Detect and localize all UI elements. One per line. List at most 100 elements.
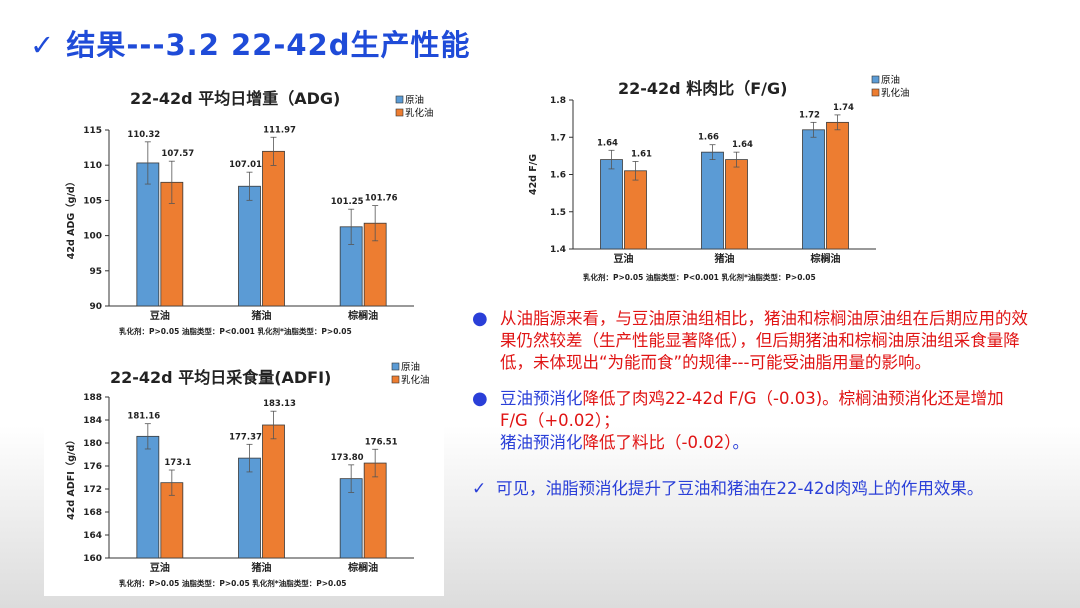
bar [725, 159, 748, 250]
legend-label: 原油 [405, 94, 424, 106]
data-label: 183.13 [263, 399, 296, 409]
data-label: 1.61 [631, 149, 652, 159]
category-label: 猪油 [714, 252, 735, 265]
category-label: 猪油 [251, 561, 272, 574]
chart-title: 22-42d 平均日采食量(ADFI) [110, 368, 331, 387]
chart-title: 22-42d 平均日增重（ADG) [130, 89, 340, 108]
finding-emulsified: ● 豆油预消化降低了肉鸡22-42d F/G（-0.03)。棕榈油预消化还是增加… [470, 388, 1030, 454]
adfi-chart-panel: 22-42d 平均日采食量(ADFI) 原油 乳化油 160 164 168 172 176 1… [44, 351, 444, 596]
finding-oil-source: ● 从油脂源来看，与豆油原油组相比，猪油和棕榈油原油组在后期应用的效果仍然较差（… [470, 308, 1030, 374]
category-label: 棕榈油 [347, 309, 378, 322]
legend-swatch [391, 375, 400, 384]
y-tick-label: 1.5 [550, 208, 566, 218]
conclusion-text: 可见，油脂预消化提升了豆油和猪油在22-42d肉鸡上的作用效果。 [496, 479, 984, 498]
legend-swatch [391, 362, 400, 371]
bar [701, 151, 724, 250]
legend-label: 原油 [881, 74, 900, 86]
palm-fg-text: 增加F/G（+0.02）； [500, 389, 1004, 430]
y-tick-label: 188 [83, 393, 102, 403]
bar [238, 185, 261, 307]
period-mark: 。 [732, 433, 749, 452]
legend-label: 乳化油 [881, 87, 910, 99]
bullet-dot-icon: ● [472, 308, 488, 329]
bar [238, 457, 261, 559]
category-label: 豆油 [150, 309, 170, 322]
bar [363, 462, 387, 559]
chart-title: 22-42d 料肉比（F/G) [618, 79, 787, 98]
data-label: 176.51 [365, 437, 398, 447]
legend-swatch [871, 88, 880, 97]
y-tick-label: 164 [83, 531, 102, 541]
y-tick-label: 105 [83, 196, 102, 206]
bar [826, 121, 849, 250]
data-label: 1.64 [597, 138, 618, 148]
bar [136, 435, 160, 559]
legend-label: 乳化油 [405, 107, 434, 119]
bar [262, 424, 285, 559]
lard-predigest-label: 猪油预消化 [500, 433, 583, 452]
lard-fg-text: 降低了料比（-0.02） [582, 433, 733, 452]
y-tick-label: 115 [83, 126, 102, 136]
y-axis-label: 42d ADFI（g/d） [65, 435, 77, 520]
y-tick-label: 1.6 [550, 171, 566, 181]
check-icon: ✓ [472, 479, 487, 499]
bar [600, 159, 623, 250]
significance-footnote: 乳化剂：P>0.05 油脂类型：P<0.001 乳化剂*油脂类型：P>0.05 [583, 272, 816, 282]
y-tick-label: 110 [83, 161, 102, 171]
y-tick-label: 95 [89, 267, 102, 277]
data-label: 173.80 [331, 453, 364, 463]
finding-oil-source-text: 从油脂源来看，与豆油原油组相比，猪油和棕榈油原油组在后期应用的效果仍然较差（生产… [500, 309, 1028, 372]
conclusion: ✓ 可见，油脂预消化提升了豆油和猪油在22-42d肉鸡上的作用效果。 [470, 478, 1030, 500]
significance-footnote: 乳化剂：P>0.05 油脂类型：P<0.001 乳化剂*油脂类型：P>0.05 [119, 326, 352, 336]
data-label: 107.01 [229, 160, 262, 170]
y-tick-label: 180 [83, 439, 102, 449]
data-label: 181.16 [127, 412, 160, 422]
category-label: 猪油 [251, 309, 272, 322]
data-label: 173.1 [164, 458, 191, 468]
bullet-dot-icon: ● [472, 388, 488, 409]
data-label: 1.72 [799, 110, 820, 120]
data-label: 107.57 [161, 149, 194, 159]
legend-swatch [395, 95, 404, 104]
significance-footnote: 乳化剂：P>0.05 油脂类型：P>0.05 乳化剂*油脂类型：P>0.05 [119, 578, 347, 588]
category-label: 豆油 [150, 561, 170, 574]
legend-label: 原油 [401, 361, 420, 373]
category-label: 棕榈油 [347, 561, 378, 574]
adg-chart-panel: 22-42d 平均日增重（ADG) 原油 乳化油 90 95 100 105 110 115 42… [44, 74, 444, 344]
y-tick-label: 168 [83, 508, 102, 518]
y-tick-label: 100 [83, 232, 102, 242]
findings-list: ● 从油脂源来看，与豆油原油组相比，猪油和棕榈油原油组在后期应用的效果仍然较差（… [470, 308, 1030, 500]
y-tick-label: 172 [83, 485, 102, 495]
data-label: 1.74 [833, 103, 854, 113]
y-tick-label: 90 [89, 302, 102, 312]
category-label: 棕榈油 [810, 252, 841, 265]
fg-chart-panel: 22-42d 料肉比（F/G) 原油 乳化油 1.4 1.5 1.6 1.7 1.8 42d F… [508, 66, 924, 292]
legend-swatch [395, 108, 404, 117]
legend-label: 乳化油 [401, 374, 430, 386]
soy-fg-text: 降低了肉鸡22-42d F/G（-0.03)。棕榈油预消化还是 [582, 389, 971, 408]
slide-title: ✓ 结果---3.2 22-42d生产性能 [30, 28, 471, 62]
soy-predigest-label: 豆油预消化 [500, 389, 583, 408]
bar [624, 170, 647, 250]
y-tick-label: 1.7 [550, 133, 566, 143]
data-label: 1.64 [732, 140, 753, 150]
data-label: 110.32 [127, 130, 160, 140]
y-tick-label: 184 [83, 416, 102, 426]
y-tick-label: 176 [83, 462, 102, 472]
bar [262, 150, 285, 307]
y-axis-label: 42d F/G [528, 154, 539, 195]
y-tick-label: 1.8 [550, 96, 566, 106]
data-label: 111.97 [263, 125, 296, 135]
bar [802, 129, 825, 250]
category-label: 豆油 [614, 252, 634, 265]
data-label: 101.25 [331, 197, 364, 207]
data-label: 177.37 [229, 432, 262, 442]
y-tick-label: 160 [83, 554, 102, 564]
y-tick-label: 1.4 [550, 245, 566, 255]
y-axis-label: 42d ADG（g/d） [65, 177, 77, 259]
legend-swatch [871, 75, 880, 84]
data-label: 1.66 [698, 133, 719, 143]
